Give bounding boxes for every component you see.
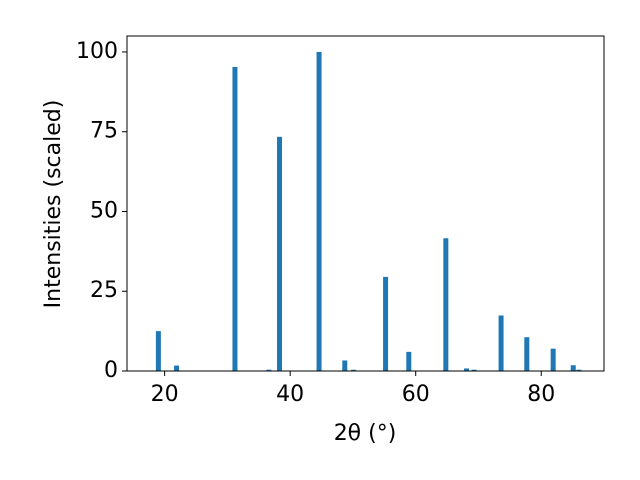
bar (406, 351, 412, 371)
y-tick-label: 25 (90, 278, 118, 303)
bar (443, 238, 449, 371)
x-tick-label: 20 (151, 382, 179, 407)
x-tick-label: 80 (527, 382, 555, 407)
bar (570, 365, 576, 371)
bar (266, 369, 272, 371)
bar (524, 337, 530, 371)
bar (351, 369, 357, 371)
bar (464, 368, 470, 371)
plot-frame (126, 35, 605, 372)
bar (174, 365, 180, 371)
y-axis-label: Intensities (scaled) (41, 100, 66, 309)
x-tick-label: 40 (276, 382, 304, 407)
bar (576, 369, 582, 371)
x-axis-label: 2θ (°) (334, 421, 397, 446)
y-tick-label: 75 (90, 119, 118, 144)
bar (232, 66, 238, 371)
bar (498, 315, 504, 371)
bar (277, 136, 283, 371)
bar (471, 369, 477, 371)
bar (383, 276, 389, 371)
bar (550, 348, 556, 371)
bar (316, 51, 322, 371)
bar (342, 360, 348, 371)
bar (155, 331, 161, 371)
x-tick-label: 60 (402, 382, 430, 407)
y-tick-label: 50 (90, 198, 118, 223)
y-tick-label: 0 (104, 358, 118, 383)
y-tick-label: 100 (76, 39, 118, 64)
